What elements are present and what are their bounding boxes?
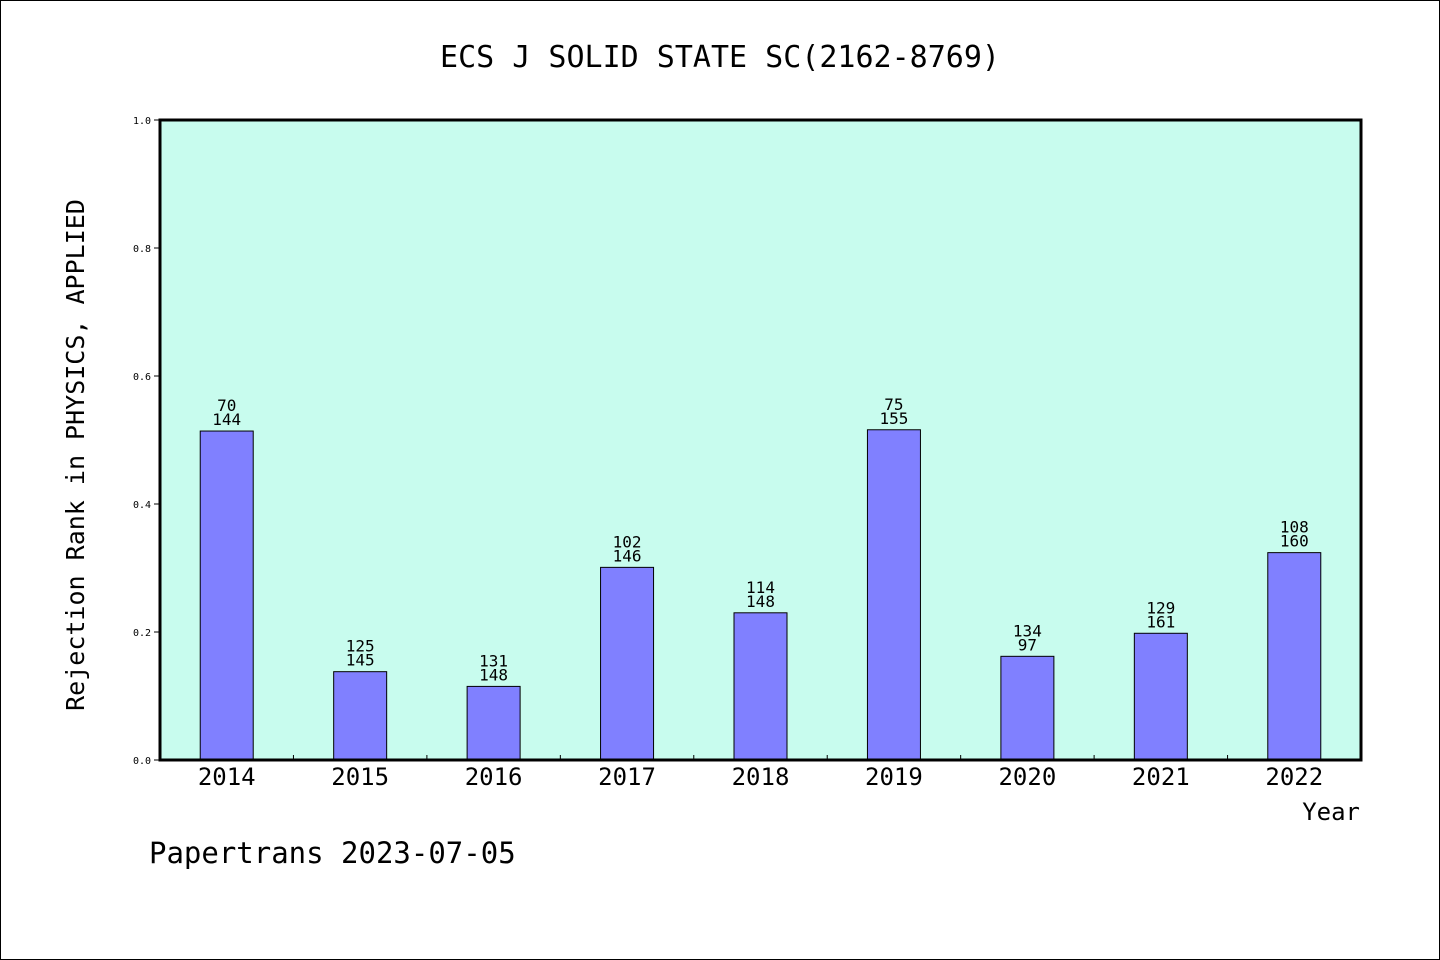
y-tick-label: 0.6 xyxy=(133,372,151,383)
x-tick-label-2015: 2015 xyxy=(331,763,389,791)
y-tick-label: 0.8 xyxy=(133,244,151,255)
bar-2014 xyxy=(199,430,254,761)
bar-2020 xyxy=(1000,655,1055,761)
y-axis-label: Rejection Rank in PHYSICS, APPLIED xyxy=(61,199,90,711)
bar-label-bottom-2019: 155 xyxy=(879,409,908,428)
bar-label-bottom-2015: 145 xyxy=(346,651,375,670)
bar-label-top-2021: 129 xyxy=(1146,598,1175,617)
bar-label-bottom-2016: 148 xyxy=(479,665,508,684)
bar-2019 xyxy=(866,429,921,761)
bar-2018 xyxy=(733,612,788,761)
chart-title: ECS J SOLID STATE SC(2162-8769) xyxy=(440,40,1000,75)
y-axis-ticks: 0.0 0.2 0.4 0.6 0.8 1.0 xyxy=(133,116,160,767)
bar-label-bottom-2020: 97 xyxy=(1018,635,1037,654)
x-tick-label-2021: 2021 xyxy=(1132,763,1190,791)
x-tick-label-2014: 2014 xyxy=(198,763,256,791)
bar-2016 xyxy=(466,685,521,761)
bar-2021 xyxy=(1133,632,1188,761)
bar-label-top-2018: 114 xyxy=(746,578,775,597)
bar-label-top-2015: 125 xyxy=(346,637,375,656)
x-tick-label-2016: 2016 xyxy=(465,763,523,791)
bar-label-top-2022: 108 xyxy=(1280,518,1309,537)
bar-2017 xyxy=(600,566,655,761)
y-tick-label: 0.4 xyxy=(133,500,151,511)
x-tick-label-2017: 2017 xyxy=(598,763,656,791)
x-tick-label-2018: 2018 xyxy=(732,763,790,791)
bar-label-top-2014: 70 xyxy=(217,396,236,415)
y-tick-label: 0.0 xyxy=(133,756,151,767)
bar-label-bottom-2017: 146 xyxy=(613,546,642,565)
bar-label-bottom-2018: 148 xyxy=(746,592,775,611)
plot-border xyxy=(158,118,1363,762)
bar-label-bottom-2014: 144 xyxy=(212,410,241,429)
bar-2022 xyxy=(1267,552,1322,761)
y-tick-label: 1.0 xyxy=(133,116,151,127)
bar-label-top-2020: 134 xyxy=(1013,621,1042,640)
bar-label-bottom-2021: 161 xyxy=(1146,612,1175,631)
footer-text: Papertrans 2023-07-05 xyxy=(149,836,516,870)
x-tick-label-2020: 2020 xyxy=(998,763,1056,791)
x-axis-label: Year xyxy=(1302,798,1360,826)
x-tick-label-2019: 2019 xyxy=(865,763,923,791)
bar-label-top-2017: 102 xyxy=(613,532,642,551)
y-tick-label: 0.2 xyxy=(133,628,151,639)
bar-2015 xyxy=(333,671,388,761)
bar-label-bottom-2022: 160 xyxy=(1280,532,1309,551)
bar-label-top-2019: 75 xyxy=(884,395,903,414)
x-tick-label-2022: 2022 xyxy=(1265,763,1323,791)
x-axis-ticks: 2014 2015 2016 2017 2018 2019 2020 2021 2022 xyxy=(198,755,1323,791)
bar-label-top-2016: 131 xyxy=(479,651,508,670)
